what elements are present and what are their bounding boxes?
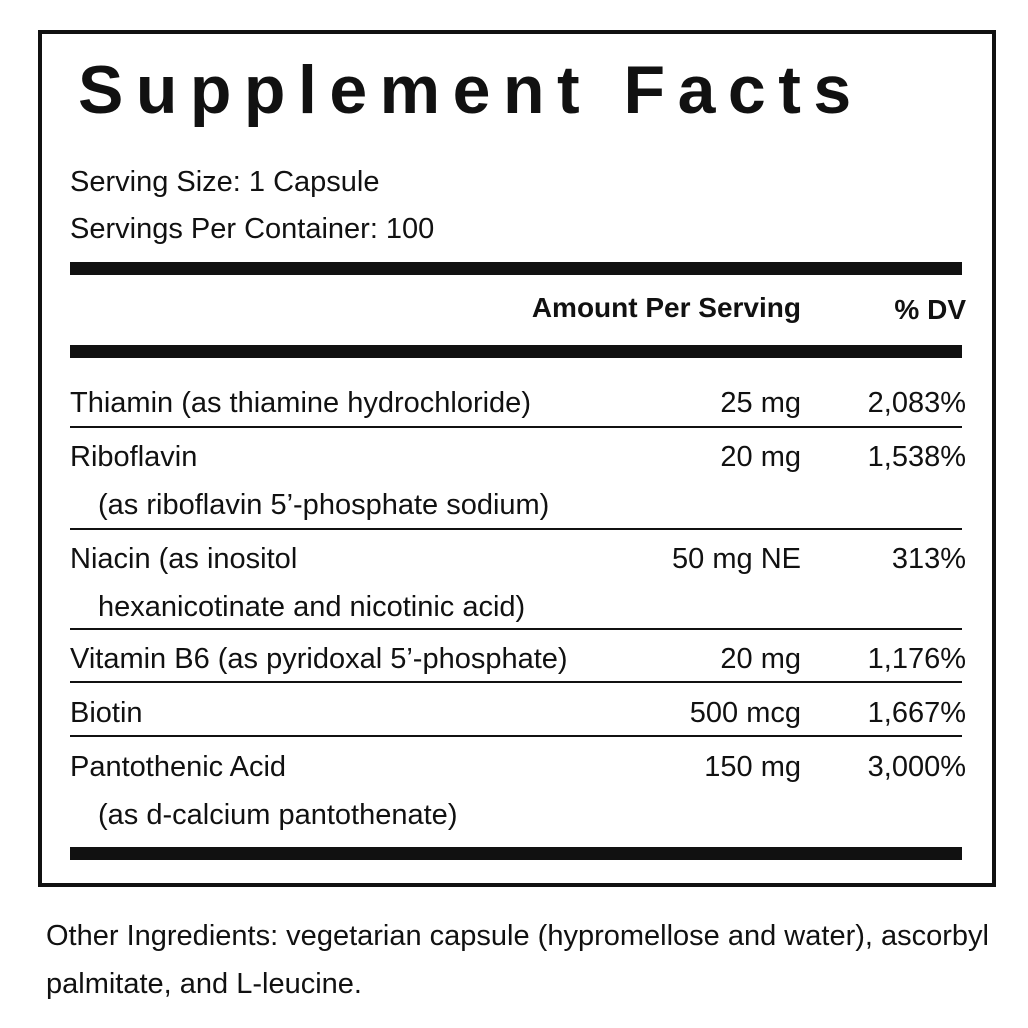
- divider-thick: [70, 345, 962, 358]
- supplement-facts-panel: Supplement Facts Serving Size: 1 Capsule…: [38, 30, 996, 887]
- divider-thin: [70, 681, 962, 683]
- nutrient-amount: 25 mg: [720, 387, 801, 419]
- nutrient-name: Thiamin (as thiamine hydrochloride): [70, 387, 531, 419]
- divider-thin: [70, 628, 962, 630]
- nutrient-amount: 20 mg: [720, 441, 801, 473]
- header-amount: Amount Per Serving: [531, 292, 801, 323]
- servings-per-container: Servings Per Container: 100: [70, 213, 435, 245]
- nutrient-amount: 150 mg: [704, 751, 801, 783]
- divider-thin: [70, 528, 962, 530]
- nutrient-source: (as riboflavin 5’-phosphate sodium): [98, 489, 550, 521]
- nutrient-name: Niacin (as inositol: [70, 543, 298, 575]
- nutrient-name: Vitamin B6 (as pyridoxal 5’-phosphate): [70, 643, 568, 675]
- nutrient-dv: 1,667%: [867, 697, 966, 729]
- nutrient-dv: 313%: [891, 543, 966, 575]
- nutrient-dv: 3,000%: [867, 751, 966, 783]
- nutrient-amount: 20 mg: [720, 643, 801, 675]
- nutrient-source: hexanicotinate and nicotinic acid): [98, 591, 526, 623]
- divider-thin: [70, 426, 962, 428]
- nutrient-name: Riboflavin: [70, 441, 198, 473]
- header-dv: % DV: [894, 294, 966, 325]
- nutrient-source: (as d-calcium pantothenate): [98, 799, 458, 831]
- nutrient-dv: 1,538%: [867, 441, 966, 473]
- nutrient-amount: 50 mg NE: [672, 543, 801, 575]
- nutrient-amount: 500 mcg: [689, 697, 801, 729]
- divider-thin: [70, 735, 962, 737]
- other-ingredients: Other Ingredients: vegetarian capsule (h…: [46, 920, 989, 1000]
- nutrient-dv: 2,083%: [867, 387, 966, 419]
- nutrient-dv: 1,176%: [867, 643, 966, 675]
- divider-thick: [70, 262, 962, 275]
- serving-size: Serving Size: 1 Capsule: [70, 166, 380, 198]
- divider-thick: [70, 847, 962, 860]
- panel-title: Supplement Facts: [78, 52, 864, 128]
- nutrient-name: Biotin: [70, 697, 143, 729]
- nutrient-name: Pantothenic Acid: [70, 751, 287, 783]
